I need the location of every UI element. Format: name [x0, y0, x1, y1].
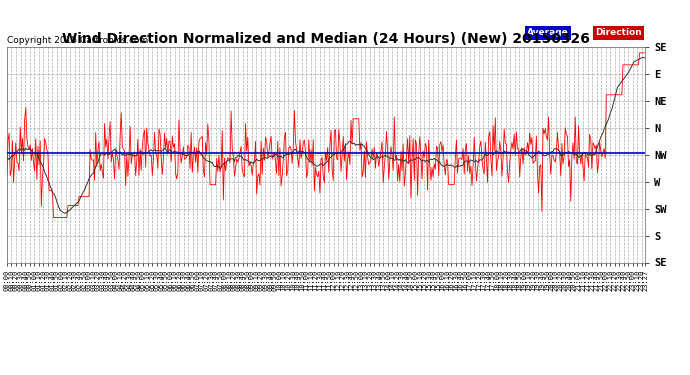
Text: Copyright 2015 Cartronics.com: Copyright 2015 Cartronics.com	[7, 36, 148, 45]
Text: Average: Average	[526, 28, 569, 38]
Title: Wind Direction Normalized and Median (24 Hours) (New) 20150326: Wind Direction Normalized and Median (24…	[62, 32, 590, 46]
Text: Direction: Direction	[595, 28, 642, 38]
